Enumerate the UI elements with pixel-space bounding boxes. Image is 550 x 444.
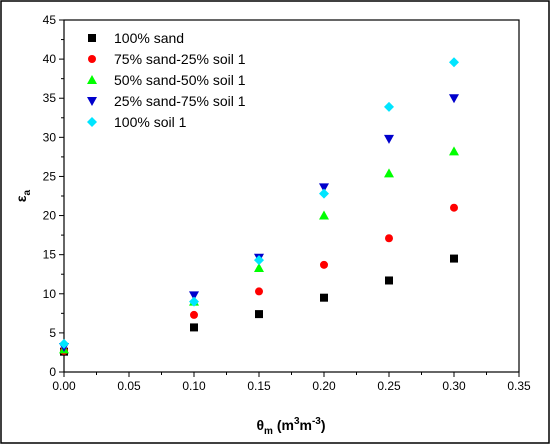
data-point-s4-p4 <box>319 183 329 193</box>
x-axis-title-unit-pre: (m <box>273 417 294 433</box>
x-axis-title-sup2: -3 <box>312 416 321 427</box>
data-point-s5-p2 <box>189 296 199 307</box>
data-point-s4-p6 <box>449 94 459 104</box>
data-point-s3-p6 <box>449 146 459 156</box>
x-axis-title-sub: m <box>264 426 273 437</box>
data-point-s5-p1 <box>59 338 69 349</box>
data-point-s2-p2 <box>190 310 198 319</box>
y-tick-label: 5 <box>49 326 56 340</box>
y-tick-label: 0 <box>49 365 56 379</box>
x-tick-label: 0.20 <box>312 379 336 393</box>
y-tick-label: 45 <box>43 13 57 27</box>
y-axis-title-main: ε <box>13 195 29 202</box>
y-axis-title-sub: a <box>22 189 33 195</box>
y-tick-label: 35 <box>43 91 57 105</box>
data-point-s2-p4 <box>320 260 328 269</box>
legend-marker <box>88 34 96 42</box>
y-tick-label: 10 <box>43 287 57 301</box>
legend-label: 100% sand <box>114 30 184 46</box>
legend: 100% sand 75% sand-25% soil 1 50% sand-50%… <box>87 30 246 130</box>
y-tick-label: 25 <box>43 169 57 183</box>
data-point-s3-p3 <box>254 262 264 272</box>
data-point-s2-p6 <box>450 203 458 212</box>
legend-marker <box>88 55 96 63</box>
legend-label: 50% sand-50% soil 1 <box>114 72 246 88</box>
x-axis-title: θm (m3m-3) <box>256 416 325 437</box>
x-tick-label: 0.00 <box>52 379 76 393</box>
x-tick-label: 0.25 <box>377 379 401 393</box>
data-point-s5-p4 <box>319 188 329 199</box>
legend-label: 100% soil 1 <box>114 114 187 130</box>
x-axis-title-sup1: 3 <box>294 416 300 427</box>
x-tick-label: 0.35 <box>507 379 531 393</box>
data-point-s1-p4 <box>320 293 328 302</box>
x-axis-title-unit-post: ) <box>321 417 326 433</box>
data-point-s4-p2 <box>189 291 199 301</box>
data-point-s5-p3 <box>254 255 264 266</box>
y-tick-label: 40 <box>43 52 57 66</box>
data-point-s1-p5 <box>385 276 393 285</box>
legend-marker <box>87 117 97 127</box>
legend-marker <box>87 75 97 84</box>
points-layer <box>59 57 459 356</box>
x-tick-label: 0.05 <box>117 379 141 393</box>
legend-label: 25% sand-75% soil 1 <box>114 93 246 109</box>
x-tick-label: 0.30 <box>442 379 466 393</box>
data-point-s1-p2 <box>190 323 198 332</box>
data-point-s2-p3 <box>255 287 263 296</box>
data-point-s5-p5 <box>384 101 394 112</box>
plot-area <box>63 19 520 373</box>
data-point-s3-p5 <box>384 168 394 178</box>
y-tick-label: 20 <box>43 209 57 223</box>
x-axis-title-main: θ <box>256 417 264 433</box>
data-point-s1-p3 <box>255 310 263 319</box>
data-point-s5-p6 <box>449 57 459 68</box>
data-point-s4-p5 <box>384 134 394 144</box>
y-tick-label: 15 <box>43 248 57 262</box>
x-tick-label: 0.10 <box>182 379 206 393</box>
x-axis-title-unit-mid: m <box>300 417 312 433</box>
ticks-layer: 0.00 0.05 0.10 0.15 0.20 0.25 0.30 0.35 0 5 10 15 20… <box>43 13 531 393</box>
data-point-s1-p6 <box>450 254 458 263</box>
legend-label: 75% sand-25% soil 1 <box>114 51 246 67</box>
x-tick-label: 0.15 <box>247 379 271 393</box>
y-axis-title: εa <box>13 189 33 202</box>
y-axis-title-text: εa <box>13 189 33 202</box>
y-tick-label: 30 <box>43 130 57 144</box>
legend-marker <box>87 97 97 106</box>
data-point-s2-p5 <box>385 234 393 243</box>
data-point-s3-p4 <box>319 210 329 220</box>
